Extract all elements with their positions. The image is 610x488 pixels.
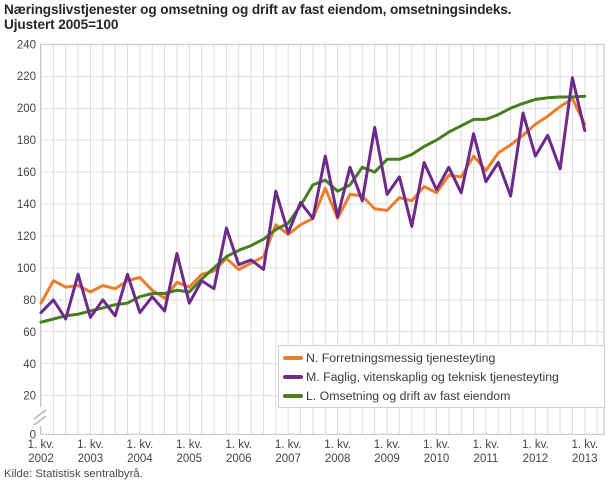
svg-text:1. kv.: 1. kv.: [275, 439, 302, 451]
svg-text:1. kv.: 1. kv.: [374, 439, 401, 451]
legend-label: L. Omsetning og drift av fast eiendom: [306, 388, 511, 403]
y-axis-labels: 0 20 40 60 80 100 120 140 160 180 200 220 240: [17, 39, 36, 441]
plot-border: [40, 43, 605, 435]
svg-text:2003: 2003: [78, 453, 104, 465]
svg-text:40: 40: [23, 359, 36, 371]
svg-text:120: 120: [17, 231, 36, 243]
svg-text:2009: 2009: [374, 453, 400, 465]
source-credit: Kilde: Statistisk sentralbyrå.: [4, 468, 143, 480]
legend-label: M. Faglig, vitenskaplig og teknisk tjene…: [306, 369, 559, 384]
svg-text:60: 60: [23, 327, 36, 339]
legend-swatch-green-icon: [283, 393, 303, 398]
axis-break-icon: [33, 407, 47, 426]
x-axis-labels: 1. kv. 2002 1. kv. 2003 1. kv. 2004 1. kv. 2005…: [28, 439, 598, 465]
chart-title: Næringslivstjenester og omsetning og dri…: [4, 2, 608, 32]
svg-text:20: 20: [23, 391, 36, 403]
svg-text:80: 80: [23, 295, 36, 307]
svg-text:1. kv.: 1. kv.: [28, 439, 55, 451]
svg-text:1. kv.: 1. kv.: [423, 439, 450, 451]
legend-swatch-purple-icon: [283, 374, 303, 379]
svg-text:2012: 2012: [523, 453, 549, 465]
svg-text:2011: 2011: [474, 453, 499, 465]
series-line-m[interactable]: [39, 76, 587, 321]
svg-text:1. kv.: 1. kv.: [473, 439, 500, 451]
svg-text:2013: 2013: [572, 453, 598, 465]
svg-text:2008: 2008: [325, 453, 351, 465]
svg-text:0: 0: [30, 429, 36, 441]
svg-text:2002: 2002: [28, 453, 54, 465]
svg-text:140: 140: [17, 199, 36, 211]
svg-text:2010: 2010: [424, 453, 450, 465]
svg-text:1. kv.: 1. kv.: [571, 439, 598, 451]
svg-text:200: 200: [17, 103, 36, 115]
legend-item-fast-eiendom[interactable]: L. Omsetning og drift av fast eiendom: [283, 386, 600, 405]
chart-title-line2: Ujustert 2005=100: [4, 17, 119, 33]
gridlines: [40, 44, 604, 435]
legend-item-faglig-teknisk[interactable]: M. Faglig, vitenskaplig og teknisk tjene…: [283, 367, 600, 386]
svg-text:2007: 2007: [275, 453, 301, 465]
svg-text:1. kv.: 1. kv.: [324, 439, 351, 451]
chart-legend: N. Forretningsmessig tjenesteyting M. Fa…: [278, 345, 605, 408]
legend-swatch-orange-icon: [283, 355, 303, 360]
legend-item-forretningsmessig[interactable]: N. Forretningsmessig tjenesteyting: [283, 348, 600, 367]
svg-text:100: 100: [17, 263, 36, 275]
svg-text:1. kv.: 1. kv.: [225, 439, 252, 451]
legend-label: N. Forretningsmessig tjenesteyting: [306, 350, 496, 365]
svg-text:1. kv.: 1. kv.: [127, 439, 154, 451]
series-line-l[interactable]: [39, 94, 587, 324]
svg-text:1. kv.: 1. kv.: [176, 439, 203, 451]
svg-text:1. kv.: 1. kv.: [77, 439, 104, 451]
svg-text:160: 160: [17, 167, 36, 179]
svg-text:2004: 2004: [127, 453, 153, 465]
svg-text:1. kv.: 1. kv.: [522, 439, 549, 451]
svg-text:2006: 2006: [226, 453, 252, 465]
svg-text:220: 220: [17, 71, 36, 83]
chart-title-line1: Næringslivstjenester og omsetning og dri…: [4, 2, 512, 17]
svg-text:180: 180: [17, 135, 36, 147]
svg-text:240: 240: [17, 39, 36, 51]
svg-text:2005: 2005: [177, 453, 203, 465]
